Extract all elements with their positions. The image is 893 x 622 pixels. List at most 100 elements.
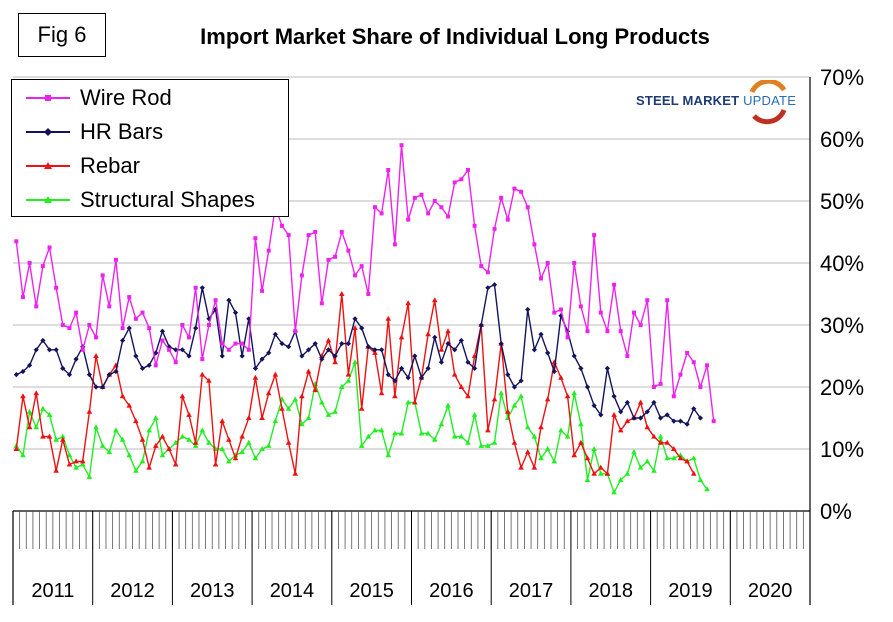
data-point-rebar [265, 390, 272, 396]
data-point-structural-shapes [518, 393, 524, 399]
data-point-wire-rod [260, 288, 265, 293]
data-point-rebar [292, 470, 299, 476]
data-point-structural-shapes [637, 464, 644, 470]
data-point-hr-bars [551, 368, 557, 375]
data-point-rebar [571, 452, 578, 458]
data-point-rebar [126, 402, 133, 408]
data-point-wire-rod [691, 360, 696, 365]
data-point-wire-rod [80, 347, 85, 352]
data-point-hr-bars [491, 282, 498, 288]
data-point-hr-bars [624, 399, 630, 406]
data-point-wire-rod [339, 230, 344, 234]
data-point-wire-rod [399, 143, 404, 148]
data-point-hr-bars [352, 316, 358, 322]
series-line-hr-bars [16, 283, 701, 426]
data-point-wire-rod [439, 205, 444, 210]
data-point-hr-bars [452, 347, 458, 353]
data-point-rebar [604, 470, 611, 476]
data-point-hr-bars [511, 384, 518, 390]
data-point-hr-bars [691, 406, 697, 412]
data-point-rebar [186, 411, 192, 417]
data-point-structural-shapes [332, 408, 338, 414]
data-point-structural-shapes [524, 424, 531, 430]
data-point-structural-shapes [551, 458, 558, 464]
data-point-wire-rod [27, 261, 32, 265]
data-point-hr-bars [405, 375, 411, 381]
data-point-structural-shapes [20, 452, 26, 458]
data-point-rebar [624, 418, 631, 424]
legend-label: Structural Shapes [80, 187, 255, 212]
data-point-rebar [172, 461, 179, 467]
data-point-wire-rod [598, 310, 603, 315]
data-point-hr-bars [538, 331, 544, 337]
data-point-wire-rod [213, 298, 218, 303]
data-point-rebar [392, 393, 398, 399]
data-point-rebar [505, 408, 511, 414]
data-point-wire-rod [113, 257, 118, 262]
data-point-hr-bars [46, 347, 53, 353]
data-point-hr-bars [485, 285, 491, 291]
data-point-structural-shapes [704, 486, 710, 492]
data-point-wire-rod [220, 341, 225, 346]
data-point-wire-rod [180, 323, 185, 327]
data-point-hr-bars [332, 353, 338, 359]
data-point-hr-bars [339, 341, 345, 347]
data-point-wire-rod [200, 357, 205, 362]
data-point-hr-bars [598, 412, 604, 418]
data-point-hr-bars [126, 325, 132, 331]
data-point-wire-rod [638, 323, 643, 327]
data-point-wire-rod [631, 310, 636, 315]
data-point-wire-rod [293, 329, 298, 334]
data-point-rebar [644, 424, 651, 430]
data-point-wire-rod [20, 295, 25, 300]
data-point-hr-bars [299, 353, 305, 359]
data-point-rebar [544, 396, 551, 402]
data-point-structural-shapes [617, 477, 624, 482]
data-point-hr-bars [133, 353, 139, 359]
data-point-structural-shapes [418, 430, 425, 436]
x-tick-label: 2018 [589, 580, 634, 602]
data-point-hr-bars [186, 353, 192, 359]
data-point-wire-rod [432, 199, 437, 203]
data-point-wire-rod [605, 329, 610, 334]
data-point-rebar [338, 291, 345, 296]
data-point-rebar [13, 446, 20, 451]
data-point-structural-shapes [624, 470, 631, 476]
data-point-hr-bars [365, 344, 371, 350]
data-point-structural-shapes [558, 427, 564, 433]
x-axis: 2011 2012 2013 2014 2015 2016 2017 2018 2019 2020 [12, 510, 811, 605]
data-point-wire-rod [519, 189, 524, 194]
data-point-hr-bars [471, 365, 478, 371]
data-point-structural-shapes [139, 458, 146, 464]
data-point-wire-rod [479, 264, 484, 269]
data-point-hr-bars [664, 412, 670, 418]
data-point-wire-rod [532, 242, 537, 247]
data-point-structural-shapes [126, 452, 133, 458]
data-point-wire-rod [233, 341, 238, 346]
x-tick-label: 2016 [429, 580, 474, 602]
data-point-hr-bars [272, 331, 278, 337]
data-point-rebar [86, 408, 93, 414]
data-point-structural-shapes [338, 384, 345, 389]
data-point-hr-bars [279, 341, 285, 347]
data-point-rebar [564, 393, 571, 399]
data-point-rebar [651, 433, 657, 439]
x-tick-label: 2020 [748, 580, 793, 602]
data-point-structural-shapes [53, 436, 59, 442]
data-point-hr-bars [518, 378, 524, 384]
data-point-structural-shapes [106, 449, 113, 455]
chart-title: Import Market Share of Individual Long P… [200, 24, 710, 49]
data-point-hr-bars [385, 372, 391, 378]
data-point-wire-rod [459, 177, 464, 182]
data-point-wire-rod [585, 329, 590, 334]
data-point-wire-rod [313, 230, 318, 234]
data-point-hr-bars [359, 325, 365, 331]
data-point-structural-shapes [498, 390, 504, 396]
data-point-wire-rod [326, 257, 331, 262]
data-point-wire-rod [167, 347, 172, 352]
data-point-wire-rod [645, 298, 650, 303]
data-point-rebar [637, 399, 644, 405]
data-point-wire-rod [572, 261, 577, 265]
data-point-structural-shapes [697, 477, 704, 482]
data-point-rebar [617, 427, 624, 433]
